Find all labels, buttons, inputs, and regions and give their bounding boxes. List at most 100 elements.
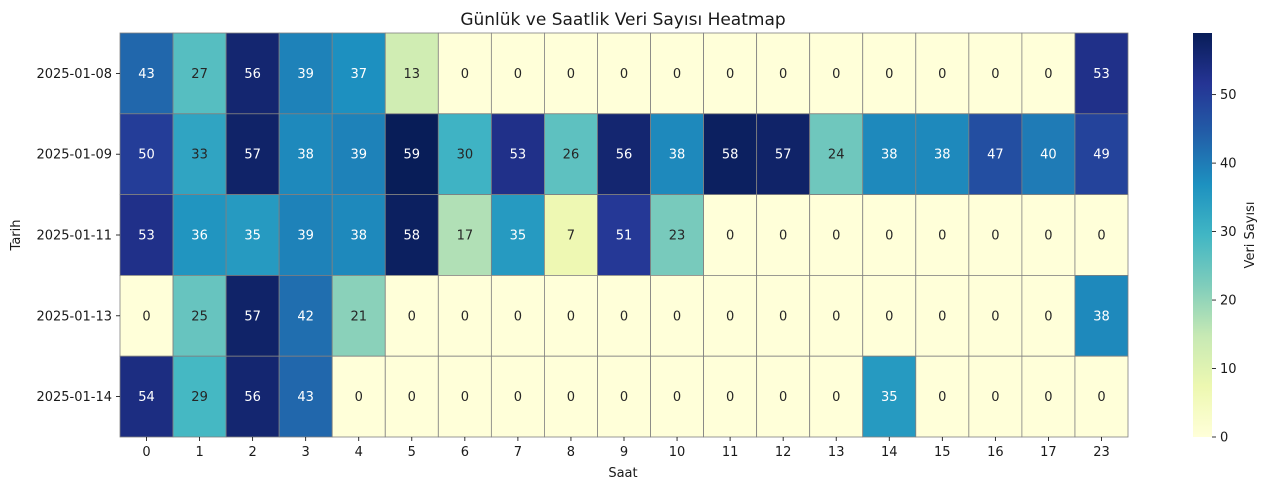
heatmap-cell [544,355,598,438]
heatmap-cell [968,113,1023,196]
colorbar: 0 10 20 30 40 50 [1193,33,1237,446]
cell-value-label: 43 [297,390,314,405]
cell-value-label: 0 [726,390,734,405]
cell-value-label: 0 [726,229,734,244]
heatmap-cell [437,274,492,357]
heatmap-cell [172,355,227,438]
heatmap-cell [1074,32,1129,115]
x-tick-label: 17 [1040,445,1057,460]
heatmap-cell [544,113,598,196]
cell-value-label: 54 [138,390,155,405]
cell-value-label: 42 [297,309,314,324]
cell-value-label: 0 [779,309,787,324]
colorbar-tick-label: 20 [1220,294,1237,309]
cell-value-label: 0 [673,390,681,405]
heatmap-cell [490,113,545,196]
cell-value-label: 0 [938,67,946,82]
heatmap-cell [119,32,174,115]
cell-value-label: 39 [297,67,314,82]
cell-value-label: 0 [1044,229,1052,244]
cell-value-label: 0 [779,390,787,405]
x-tick-label: 1 [195,445,203,460]
heatmap-cell [490,32,545,115]
heatmap-cell [703,113,758,196]
y-tick-label: 2025-01-13 [36,309,112,324]
cell-value-label: 0 [461,67,469,82]
cell-value-label: 24 [828,148,845,163]
heatmap-cell [915,274,970,357]
cell-value-label: 0 [673,67,681,82]
heatmap-cell [597,274,651,357]
cell-value-label: 50 [138,148,155,163]
cell-value-label: 49 [1093,148,1110,163]
heatmap-cell [597,194,651,276]
cell-value-label: 0 [991,390,999,405]
heatmap-cell [862,194,917,276]
y-tick-label: 2025-01-11 [36,229,112,244]
heatmap-cell [862,274,917,357]
cell-value-label: 39 [350,148,367,163]
cell-value-label: 0 [1044,309,1052,324]
x-tick-label: 15 [934,445,951,460]
cell-value-label: 56 [244,67,261,82]
x-tick-label: 6 [461,445,469,460]
heatmap-cell [384,113,439,196]
cell-value-label: 38 [297,148,314,163]
cell-value-label: 0 [514,390,522,405]
cell-value-label: 0 [620,309,628,324]
x-tick-label: 13 [828,445,845,460]
cell-value-label: 39 [297,229,314,244]
heatmap-cell [915,194,970,276]
cell-value-label: 56 [616,148,633,163]
heatmap-cell [384,32,439,115]
heatmap-cell [862,355,917,438]
cell-value-label: 58 [404,229,421,244]
cell-value-label: 27 [191,67,208,82]
heatmap-cell [331,194,386,276]
heatmap-cell [756,194,811,276]
heatmap-cell [1074,274,1129,357]
cell-value-label: 26 [563,148,580,163]
heatmap-cell [756,32,811,115]
cell-value-label: 0 [832,229,840,244]
cell-value-label: 0 [142,309,150,324]
heatmap-cell [1074,355,1129,438]
cell-value-label: 0 [461,390,469,405]
cell-value-label: 0 [832,67,840,82]
cell-value-label: 35 [881,390,898,405]
cell-value-label: 57 [244,148,261,163]
x-tick-label: 10 [669,445,686,460]
cell-value-label: 7 [567,229,575,244]
x-tick-label: 14 [881,445,898,460]
x-tick-label: 11 [722,445,739,460]
cell-value-label: 0 [514,67,522,82]
colorbar-label: Veri Sayısı [1243,202,1258,269]
x-tick-label: 4 [355,445,363,460]
heatmap-cell [119,113,174,196]
heatmap-cell [172,32,227,115]
cell-value-label: 36 [191,229,208,244]
cell-value-label: 0 [567,67,575,82]
heatmap-cell [490,355,545,438]
colorbar-tick-label: 30 [1220,225,1237,240]
heatmap-cell [278,113,333,196]
cell-value-label: 43 [138,67,155,82]
cell-value-label: 47 [987,148,1004,163]
cell-value-label: 0 [408,309,416,324]
x-tick-label: 23 [1093,445,1110,460]
y-tick-label: 2025-01-08 [36,67,112,82]
cell-value-label: 57 [244,309,261,324]
heatmap-cell [650,274,704,357]
heatmap-cell [278,274,333,357]
cell-value-label: 38 [669,148,686,163]
heatmap-cell [597,32,651,115]
cell-value-label: 59 [404,148,421,163]
cell-value-label: 57 [775,148,792,163]
heatmap-cell [119,194,174,276]
y-axis-ticks: 2025-01-08 2025-01-09 2025-01-11 2025-01-13… [36,67,120,405]
heatmap-cell [1074,113,1129,196]
heatmap-cell [225,32,280,115]
cell-value-label: 17 [457,229,474,244]
heatmap-cell [809,32,864,115]
cell-value-label: 21 [350,309,367,324]
